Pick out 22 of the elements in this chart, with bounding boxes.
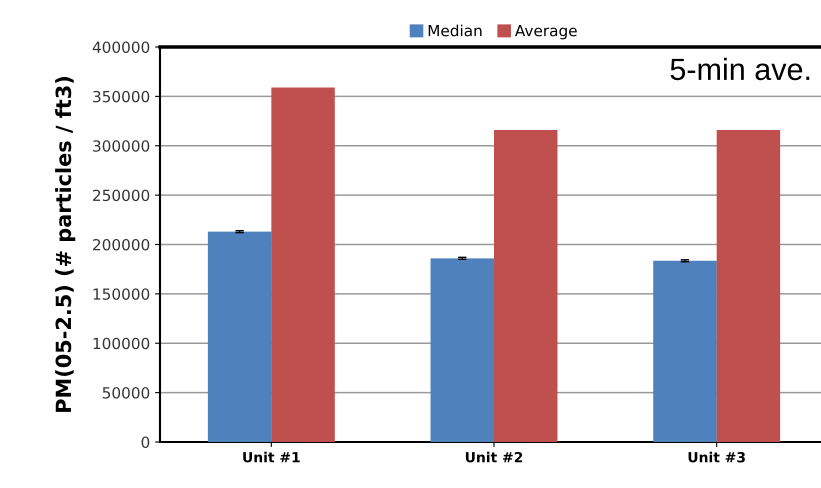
- legend-label: Average: [514, 25, 577, 40]
- y-tick-label: 0: [142, 436, 150, 448]
- y-tick-label: 350000: [93, 90, 150, 102]
- annotation: 5-min ave.: [670, 58, 810, 80]
- y-tick-label: 300000: [93, 140, 150, 152]
- x-tick-label: Unit #3: [688, 452, 745, 462]
- x-tick-label: Unit #2: [466, 452, 522, 462]
- bar: [494, 130, 558, 442]
- y-axis-title: PM(05-2.5) (# particles / ft3): [55, 76, 76, 412]
- bar: [716, 130, 780, 442]
- y-tick-label: 250000: [93, 190, 150, 202]
- bar: [653, 260, 717, 442]
- y-tick-label: 400000: [92, 41, 150, 54]
- y-tick-label: 150000: [94, 288, 150, 300]
- bar: [208, 232, 272, 442]
- y-tick-label: 200000: [93, 238, 150, 251]
- x-tick-label: Unit #1: [243, 452, 300, 462]
- y-tick-label: 50000: [102, 387, 150, 399]
- bar: [430, 258, 494, 442]
- bar: [271, 87, 335, 442]
- legend-label: Median: [428, 24, 482, 36]
- y-tick-label: 100000: [94, 338, 150, 350]
